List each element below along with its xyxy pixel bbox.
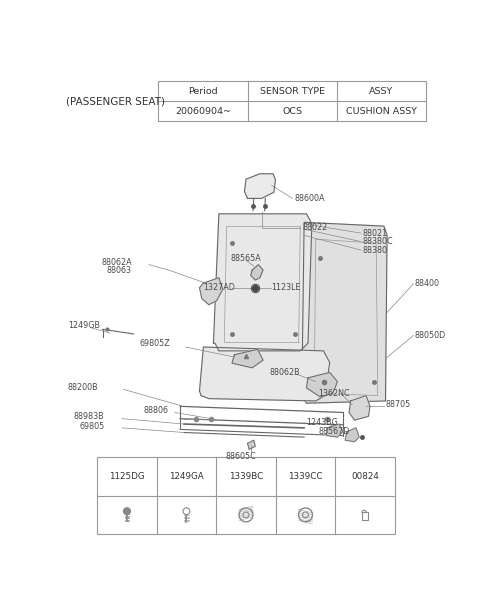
- Text: 00824: 00824: [351, 472, 379, 481]
- Polygon shape: [200, 278, 223, 305]
- Text: 1362NC: 1362NC: [318, 389, 350, 398]
- Text: 88062B: 88062B: [269, 368, 300, 377]
- Polygon shape: [345, 428, 359, 441]
- Text: OCS: OCS: [282, 107, 302, 116]
- Polygon shape: [349, 395, 370, 420]
- Text: 88200B: 88200B: [68, 383, 98, 392]
- Text: 88380: 88380: [362, 246, 387, 255]
- Bar: [362, 513, 368, 520]
- Polygon shape: [302, 222, 387, 403]
- Text: 69805: 69805: [79, 422, 105, 431]
- Text: SENSOR TYPE: SENSOR TYPE: [260, 87, 324, 96]
- Polygon shape: [251, 265, 263, 280]
- Text: 1243BG: 1243BG: [306, 418, 338, 427]
- Bar: [97, 457, 395, 534]
- Text: 1327AD: 1327AD: [204, 283, 235, 292]
- Text: 88063: 88063: [107, 265, 132, 274]
- Polygon shape: [214, 214, 312, 351]
- Text: 88050D: 88050D: [415, 331, 446, 340]
- Polygon shape: [232, 349, 263, 368]
- Text: 1339CC: 1339CC: [288, 472, 323, 481]
- Text: 88983B: 88983B: [74, 412, 105, 421]
- Polygon shape: [200, 347, 330, 401]
- Text: CUSHION ASSY: CUSHION ASSY: [346, 107, 417, 116]
- Text: (PASSENGER SEAT): (PASSENGER SEAT): [66, 96, 165, 106]
- Polygon shape: [306, 373, 337, 397]
- Text: 88705: 88705: [385, 400, 411, 410]
- Text: 88605C: 88605C: [225, 452, 256, 461]
- Polygon shape: [248, 440, 255, 449]
- Text: 88567D: 88567D: [318, 427, 349, 436]
- Text: 88380C: 88380C: [362, 237, 393, 246]
- Text: 88806: 88806: [144, 406, 168, 416]
- Polygon shape: [326, 424, 343, 437]
- Text: 1249GA: 1249GA: [169, 472, 204, 481]
- Text: ASSY: ASSY: [369, 87, 394, 96]
- Text: Period: Period: [188, 87, 218, 96]
- Text: 1125DG: 1125DG: [109, 472, 145, 481]
- Text: 69805Z: 69805Z: [140, 339, 170, 348]
- Polygon shape: [244, 174, 276, 198]
- Text: 88565A: 88565A: [230, 254, 261, 263]
- Text: 88022: 88022: [302, 223, 328, 232]
- Text: 1339BC: 1339BC: [229, 472, 263, 481]
- Text: 88400: 88400: [415, 279, 440, 289]
- Circle shape: [123, 508, 131, 515]
- Text: 1123LE: 1123LE: [272, 283, 301, 292]
- Text: 88021: 88021: [362, 228, 387, 238]
- Text: 20060904~: 20060904~: [175, 107, 231, 116]
- Bar: [158, 82, 426, 122]
- Text: 88062A: 88062A: [101, 258, 132, 267]
- Text: 1249GB: 1249GB: [68, 321, 100, 330]
- Text: 88600A: 88600A: [294, 194, 324, 203]
